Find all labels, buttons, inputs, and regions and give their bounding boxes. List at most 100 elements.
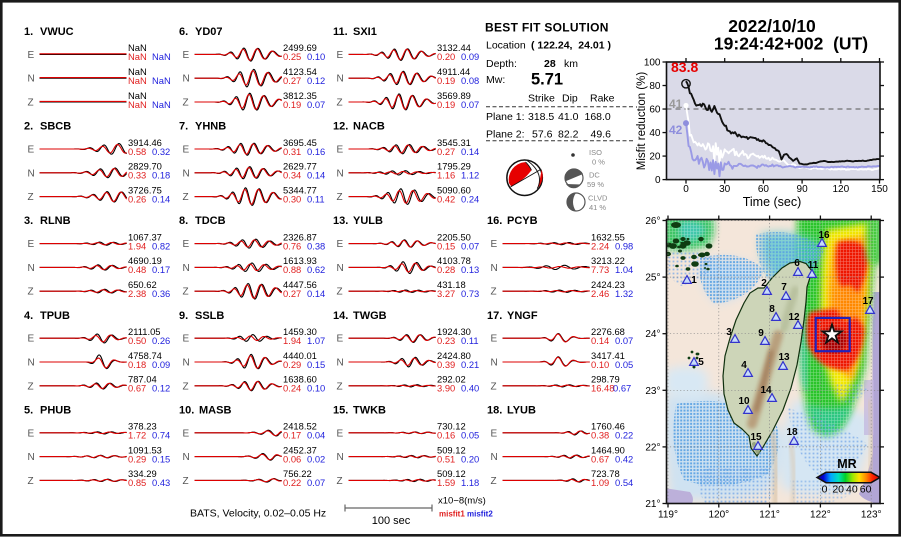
svg-text:SXI1: SXI1: [353, 26, 377, 38]
svg-text:14.: 14.: [333, 310, 348, 322]
svg-text:0.04: 0.04: [307, 430, 325, 441]
svg-text:13.: 13.: [333, 215, 348, 227]
svg-text:E: E: [28, 239, 35, 250]
svg-text:7.: 7.: [179, 121, 188, 133]
svg-text:298.79: 298.79: [591, 374, 620, 385]
svg-text:4103.78: 4103.78: [437, 255, 471, 266]
svg-text:0.36: 0.36: [152, 288, 170, 299]
svg-text:0.05: 0.05: [461, 430, 479, 441]
svg-text:120°: 120°: [708, 510, 729, 521]
svg-text:4758.74: 4758.74: [128, 350, 162, 361]
svg-text:4123.54: 4123.54: [283, 66, 317, 77]
svg-text:0.82: 0.82: [152, 240, 170, 251]
svg-text:0.14: 0.14: [307, 170, 325, 181]
svg-text:YULB: YULB: [353, 215, 383, 227]
svg-text:Z: Z: [491, 476, 497, 487]
svg-text:5: 5: [698, 357, 704, 368]
svg-text:0.27: 0.27: [437, 146, 455, 157]
svg-text:3695.45: 3695.45: [283, 137, 317, 148]
svg-text:0.24: 0.24: [461, 193, 479, 204]
svg-text:42: 42: [669, 123, 683, 137]
svg-text:x10−8(m/s): x10−8(m/s): [438, 496, 486, 507]
svg-text:6: 6: [794, 258, 800, 269]
svg-text:( 122.24, 24.01 ): ( 122.24, 24.01 ): [531, 40, 611, 52]
svg-text:Z: Z: [183, 192, 189, 203]
svg-text:N: N: [28, 168, 35, 179]
svg-text:N: N: [337, 74, 344, 85]
svg-text:N: N: [28, 74, 35, 85]
svg-text:0.14: 0.14: [152, 193, 170, 204]
svg-text:0.17: 0.17: [152, 264, 170, 275]
svg-text:0: 0: [655, 175, 661, 186]
svg-text:1.04: 1.04: [615, 264, 633, 275]
svg-text:DC: DC: [589, 171, 600, 180]
svg-text:0.74: 0.74: [152, 430, 170, 441]
svg-text:NaN: NaN: [128, 99, 147, 110]
svg-text:0.07: 0.07: [307, 477, 325, 488]
svg-text:17: 17: [862, 296, 874, 307]
svg-text:2: 2: [761, 278, 767, 289]
svg-text:0.34: 0.34: [283, 170, 301, 181]
svg-text:2.24: 2.24: [591, 240, 609, 251]
svg-text:0.48: 0.48: [128, 264, 146, 275]
svg-text:120: 120: [832, 184, 849, 195]
svg-text:Z: Z: [28, 192, 34, 203]
svg-text:0.07: 0.07: [461, 240, 479, 251]
svg-text:756.22: 756.22: [283, 468, 312, 479]
svg-text:0.88: 0.88: [283, 264, 301, 275]
svg-text:0.22: 0.22: [283, 477, 301, 488]
svg-text:4911.44: 4911.44: [437, 66, 470, 77]
svg-text:650.62: 650.62: [128, 279, 157, 290]
svg-text:2326.87: 2326.87: [283, 231, 317, 242]
svg-text:VWUC: VWUC: [40, 26, 74, 38]
svg-text:0.27: 0.27: [283, 288, 301, 299]
svg-text:0.26: 0.26: [152, 335, 170, 346]
svg-text:E: E: [337, 334, 344, 345]
svg-text:0: 0: [822, 484, 828, 496]
svg-text:0.17: 0.17: [283, 430, 301, 441]
svg-text:3545.31: 3545.31: [437, 137, 471, 148]
svg-text:0.18: 0.18: [152, 170, 170, 181]
svg-text:E: E: [491, 334, 498, 345]
svg-text:787.04: 787.04: [128, 374, 157, 385]
svg-text:N: N: [28, 263, 35, 274]
svg-text:E: E: [337, 50, 344, 61]
svg-text:E: E: [183, 428, 190, 439]
svg-text:NaN: NaN: [152, 99, 171, 110]
svg-text:17.: 17.: [487, 310, 502, 322]
svg-text:0.16: 0.16: [437, 430, 455, 441]
svg-text:N: N: [491, 263, 498, 274]
svg-text:NACB: NACB: [353, 121, 385, 133]
svg-text:Depth:: Depth:: [486, 58, 517, 70]
svg-text:Rake: Rake: [590, 92, 615, 104]
svg-text:BEST FIT SOLUTION: BEST FIT SOLUTION: [485, 21, 609, 35]
svg-text:Z: Z: [337, 192, 343, 203]
svg-text:318.5: 318.5: [528, 111, 554, 123]
svg-text:NaN: NaN: [128, 90, 147, 101]
svg-text:0.12: 0.12: [152, 383, 170, 394]
svg-text:0.09: 0.09: [461, 51, 479, 62]
svg-text:121°: 121°: [759, 510, 780, 521]
svg-text:0.28: 0.28: [437, 264, 455, 275]
svg-text:15: 15: [750, 432, 762, 443]
svg-text:Z: Z: [337, 287, 343, 298]
svg-text:14: 14: [760, 385, 772, 396]
svg-text:RLNB: RLNB: [40, 215, 71, 227]
svg-text:5.: 5.: [24, 404, 33, 416]
svg-text:5344.77: 5344.77: [283, 184, 317, 195]
svg-text:2276.68: 2276.68: [591, 326, 625, 337]
svg-text:60: 60: [860, 484, 872, 496]
svg-text:0.21: 0.21: [461, 359, 479, 370]
svg-text:28: 28: [544, 58, 556, 70]
svg-text:0.08: 0.08: [461, 75, 479, 86]
svg-text:4690.19: 4690.19: [128, 255, 162, 266]
svg-text:0.33: 0.33: [128, 170, 146, 181]
svg-text:Z: Z: [183, 476, 189, 487]
svg-text:Z: Z: [28, 287, 34, 298]
svg-text:1.: 1.: [24, 26, 33, 38]
svg-text:NaN: NaN: [152, 51, 171, 62]
svg-text:8.: 8.: [179, 215, 188, 227]
svg-text:0.73: 0.73: [461, 288, 479, 299]
svg-text:0.85: 0.85: [128, 477, 146, 488]
svg-text:0.10: 0.10: [307, 383, 325, 394]
